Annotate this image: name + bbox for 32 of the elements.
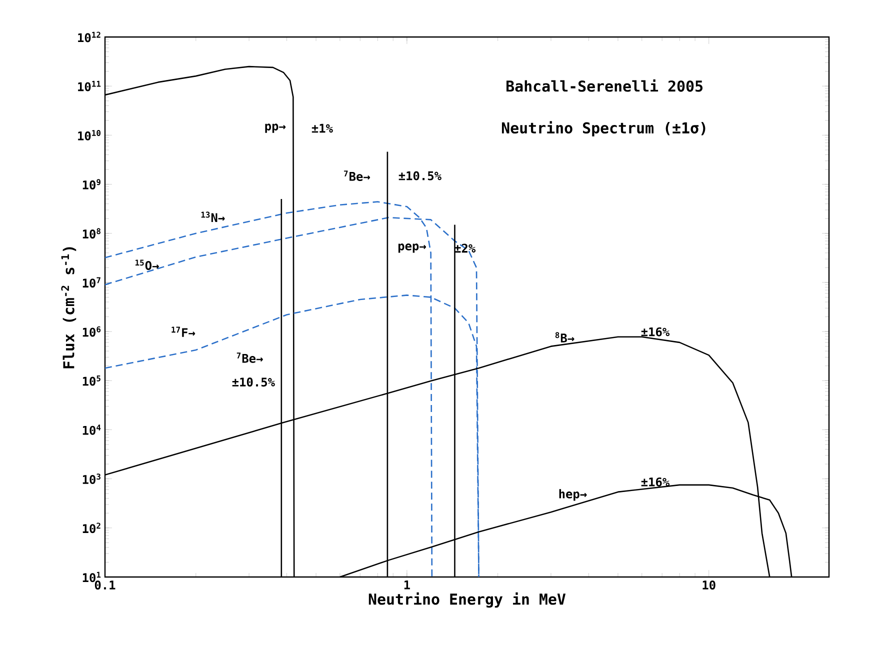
annotation: $^{15}$O→ bbox=[135, 260, 159, 270]
annotation: ±10.5% bbox=[232, 378, 275, 387]
y-tick-label: 10$^{11}$ bbox=[78, 80, 101, 92]
y-tick-label: 10$^{9}$ bbox=[82, 179, 100, 190]
annotation: pep→ bbox=[398, 244, 426, 253]
annotation: ±16% bbox=[641, 477, 670, 486]
annotation: $^{13}$N→ bbox=[201, 212, 225, 222]
annotation: ±10.5% bbox=[398, 171, 442, 180]
y-tick-label: 10$^{2}$ bbox=[82, 522, 100, 534]
y-tick-label: 10$^{4}$ bbox=[82, 424, 101, 435]
y-tick-label: 10$^{7}$ bbox=[82, 277, 100, 288]
annotation: $^{7}$Be→ bbox=[236, 352, 263, 363]
annotation: $^{8}$B→ bbox=[555, 332, 574, 342]
y-tick-label: 10$^{5}$ bbox=[82, 375, 100, 386]
x-tick-label: 10 bbox=[702, 580, 716, 590]
annotation: ±16% bbox=[641, 327, 670, 336]
x-tick-label: 0.1 bbox=[94, 580, 116, 590]
annotation: $^{17}$F→ bbox=[172, 326, 196, 337]
x-axis-title: Neutrino Energy in MeV bbox=[368, 592, 566, 608]
y-tick-label: 10$^{3}$ bbox=[82, 474, 100, 484]
y-tick-label: 10$^{8}$ bbox=[82, 228, 100, 239]
y-tick-label: 10$^{10}$ bbox=[78, 130, 100, 140]
annotation: $^{7}$Be→ bbox=[344, 170, 370, 181]
annotation: pp→ bbox=[265, 124, 286, 133]
annotation: ±1% bbox=[312, 124, 333, 133]
text: Neutrino Spectrum (±1σ) bbox=[502, 121, 706, 136]
y-tick-label: 10$^{6}$ bbox=[82, 326, 101, 337]
y-axis-title: Flux (cm$^{-2}$ s$^{-1}$) bbox=[61, 247, 76, 368]
x-tick-label: 1 bbox=[404, 580, 410, 590]
annotation: hep→ bbox=[559, 489, 587, 501]
y-tick-label: 10$^{12}$ bbox=[78, 32, 100, 42]
text: Bahcall-Serenelli 2005 bbox=[506, 79, 702, 92]
